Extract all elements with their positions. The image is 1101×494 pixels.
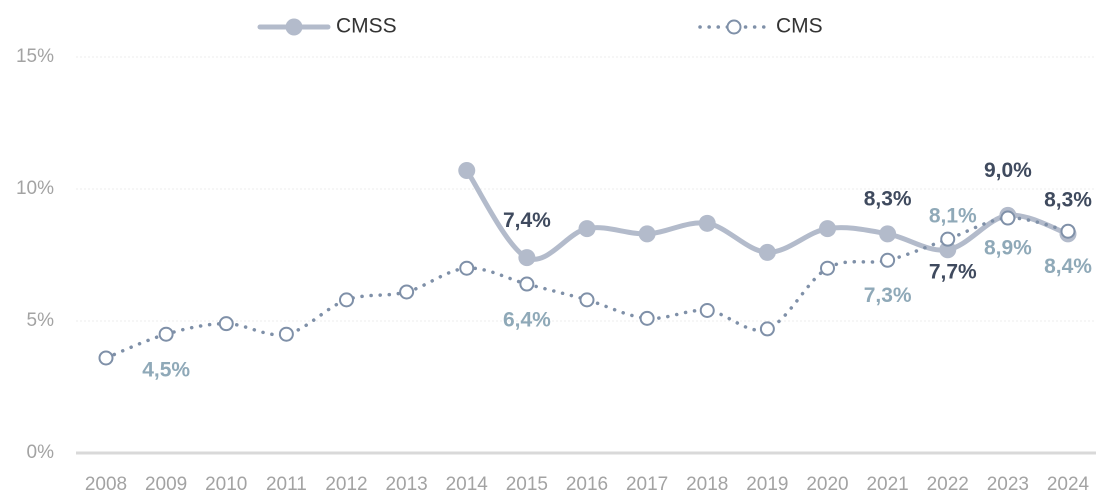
- data-label: 8,3%: [864, 187, 912, 210]
- legend-marker: [285, 18, 303, 36]
- point: [638, 225, 656, 243]
- x-tick-label: 2023: [987, 474, 1029, 494]
- point: [218, 316, 234, 332]
- legend-marker: [726, 19, 742, 35]
- point: [759, 321, 775, 337]
- point: [519, 276, 535, 292]
- x-tick-label: 2013: [385, 474, 427, 494]
- point: [98, 350, 114, 366]
- point: [458, 162, 476, 180]
- x-tick-label: 2019: [746, 474, 788, 494]
- point: [518, 249, 536, 267]
- x-tick-label: 2010: [205, 474, 247, 494]
- point: [578, 220, 596, 238]
- legend-label: CMS: [776, 15, 823, 38]
- x-tick-label: 2011: [266, 474, 307, 494]
- x-tick-label: 2014: [446, 474, 489, 494]
- point: [698, 214, 716, 232]
- point: [880, 252, 896, 268]
- x-tick-label: 2016: [566, 474, 608, 494]
- data-label: 8,1%: [929, 205, 977, 228]
- point: [699, 302, 715, 318]
- data-label: 7,4%: [503, 209, 551, 232]
- point: [820, 260, 835, 276]
- series-line: [104, 216, 1070, 360]
- x-tick-label: 2015: [506, 474, 548, 494]
- point: [879, 225, 897, 243]
- point: [639, 310, 655, 326]
- point: [1000, 210, 1016, 226]
- x-tick-label: 2008: [85, 474, 127, 494]
- data-label: 7,3%: [864, 284, 912, 307]
- point: [339, 292, 354, 308]
- x-tick-label: 2009: [145, 474, 187, 494]
- x-tick-label: 2020: [806, 474, 848, 494]
- x-tick-label: 2024: [1047, 474, 1090, 494]
- point: [939, 241, 957, 259]
- x-tick-label: 2021: [866, 474, 908, 494]
- point: [399, 284, 415, 300]
- point: [940, 231, 956, 247]
- data-label: 6,4%: [503, 309, 551, 332]
- data-label: 4,5%: [142, 359, 190, 382]
- data-label: 9,0%: [984, 159, 1032, 182]
- x-tick-label: 2012: [325, 474, 367, 494]
- point: [758, 243, 776, 261]
- point: [1060, 223, 1076, 239]
- y-tick-label: 5%: [27, 310, 55, 331]
- x-tick-label: 2022: [927, 474, 969, 494]
- data-label: 8,9%: [984, 237, 1032, 260]
- point: [819, 220, 836, 238]
- y-tick-label: 10%: [16, 178, 54, 199]
- legend-label: CMSS: [336, 15, 397, 38]
- data-label: 7,7%: [929, 260, 977, 283]
- point: [459, 260, 475, 276]
- data-label: 8,4%: [1044, 255, 1092, 278]
- data-label: 8,3%: [1044, 188, 1092, 211]
- y-tick-label: 15%: [16, 46, 54, 67]
- x-tick-label: 2017: [626, 474, 668, 494]
- point: [158, 326, 174, 342]
- x-tick-label: 2018: [686, 474, 728, 494]
- point: [579, 292, 595, 308]
- point: [278, 326, 294, 342]
- y-tick-label: 0%: [27, 442, 55, 463]
